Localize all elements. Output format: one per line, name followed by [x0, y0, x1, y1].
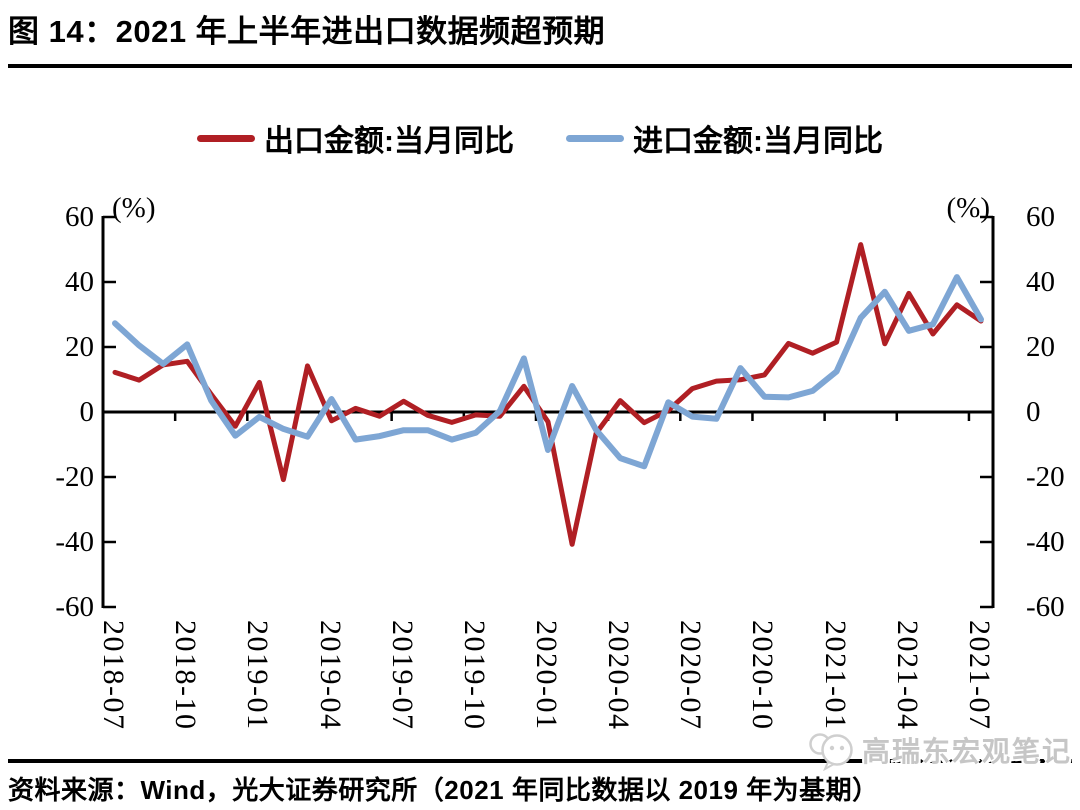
footer-divider: [8, 759, 1072, 763]
y-tick-label: -60: [1026, 591, 1065, 623]
left-axis-unit-label: (%): [112, 192, 156, 224]
y-tick-label: 20: [65, 331, 94, 363]
y-tick-label: 40: [65, 266, 94, 298]
title-divider: [8, 64, 1072, 68]
x-tick-label: 2018-07: [97, 620, 131, 731]
x-tick-label: 2021-01: [818, 620, 852, 731]
import-line-swatch: [566, 134, 624, 142]
y-tick-label: 0: [79, 396, 95, 428]
series-line-export: [112, 242, 984, 547]
x-tick-label: 2020-04: [602, 620, 636, 731]
x-tick-label: 2021-04: [890, 620, 924, 731]
watermark-text: 高瑞东宏观笔记: [862, 736, 1073, 767]
y-tick-label: 60: [1026, 201, 1055, 233]
legend-label-export: 出口金额:当月同比: [264, 125, 514, 158]
watermark: 高瑞东宏观笔记: [806, 729, 1072, 771]
export-line-swatch: [197, 134, 255, 142]
y-tick-label: -40: [55, 526, 94, 558]
legend-label-import: 进口金额:当月同比: [633, 125, 883, 158]
series-line-import: [112, 274, 984, 470]
x-tick-label: 2019-10: [457, 620, 491, 731]
right-axis-unit-label: (%): [946, 192, 990, 224]
x-tick-label: 2019-01: [241, 620, 275, 731]
y-tick-label: 0: [1026, 396, 1041, 428]
source-note: 资料来源：Wind，光大证券研究所（2021 年同比数据以 2019 年为基期）: [8, 775, 879, 805]
x-tick-label: 2020-01: [530, 620, 563, 731]
y-tick-label: -20: [1026, 461, 1065, 493]
chat-bubble-logo-icon: [809, 733, 853, 771]
y-tick-label: 40: [1026, 266, 1055, 298]
y-tick-label: 60: [65, 201, 94, 233]
x-tick-label: 2018-10: [169, 620, 203, 731]
legend-item-import: 进口金额:当月同比: [566, 116, 883, 160]
x-tick-label: 2020-10: [746, 620, 780, 731]
x-tick-label: 2020-07: [674, 620, 708, 731]
y-tick-label: 20: [1026, 331, 1055, 363]
y-tick-label: -60: [55, 591, 94, 623]
x-tick-label: 2019-04: [313, 620, 347, 731]
y-tick-label: -40: [1026, 526, 1065, 558]
chart-legend: 出口金额:当月同比 进口金额:当月同比: [0, 116, 1080, 160]
y-tick-label: -20: [55, 461, 94, 493]
x-tick-label: 2019-07: [385, 620, 419, 731]
x-tick-label: 2021-07: [962, 620, 996, 731]
legend-item-export: 出口金额:当月同比: [197, 116, 514, 160]
figure-title: 图 14：2021 年上半年进出口数据频超预期: [8, 14, 606, 49]
